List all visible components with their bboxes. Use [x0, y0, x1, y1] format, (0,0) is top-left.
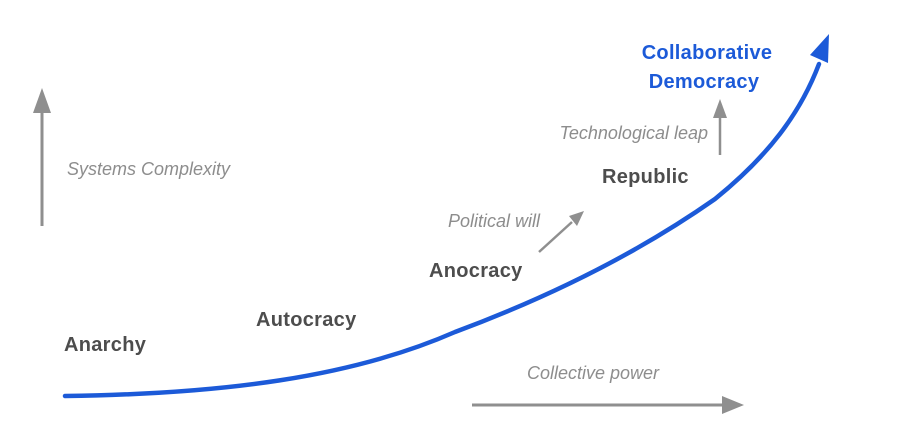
stage-label-collaborative-democracy-line1: Collaborative	[642, 42, 773, 64]
transition-label-political-will: Political will	[448, 211, 541, 231]
stage-label-autocracy: Autocracy	[256, 309, 357, 331]
growth-curve-arrowhead	[810, 34, 829, 63]
stage-label-republic: Republic	[602, 166, 689, 188]
political-will-arrow-shaft	[538, 221, 573, 253]
y-axis-arrow-icon	[33, 88, 51, 226]
growth-curve-path	[62, 61, 822, 399]
growth-curve-arrow-icon	[62, 34, 829, 399]
technological-leap-arrowhead	[713, 99, 727, 118]
political-will-arrow-icon	[538, 211, 584, 253]
stage-label-anocracy: Anocracy	[429, 260, 523, 282]
x-axis-arrowhead	[722, 396, 744, 414]
stage-label-collaborative-democracy-line2: Democracy	[649, 71, 760, 93]
x-axis-arrow-icon	[472, 396, 744, 414]
y-axis-arrowhead	[33, 88, 51, 113]
transition-label-technological-leap: Technological leap	[560, 123, 708, 143]
technological-leap-arrow-icon	[713, 99, 727, 155]
x-axis-label: Collective power	[527, 363, 660, 383]
political-will-arrowhead	[569, 211, 584, 226]
y-axis-label: Systems Complexity	[67, 159, 231, 179]
stage-label-anarchy: Anarchy	[64, 334, 147, 356]
